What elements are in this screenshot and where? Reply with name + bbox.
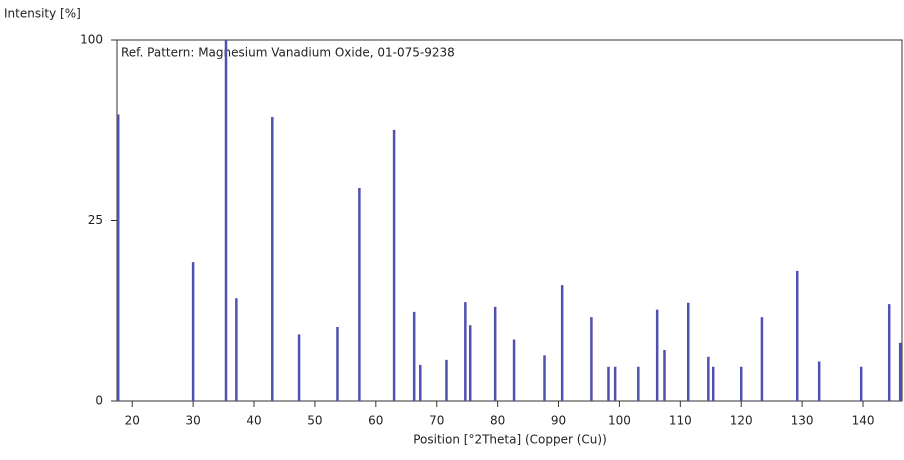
y-tick-label: 100 (80, 33, 103, 47)
x-tick-label: 30 (185, 414, 200, 428)
y-axis-label: Intensity [%] (4, 7, 81, 21)
x-tick-label: 80 (490, 414, 505, 428)
x-tick-label: 60 (368, 414, 383, 428)
chart-title: Ref. Pattern: Magnesium Vanadium Oxide, … (121, 46, 455, 60)
plot-frame (116, 39, 903, 402)
x-tick-label: 40 (246, 414, 261, 428)
x-tick-label: 120 (730, 414, 753, 428)
x-tick-label: 100 (608, 414, 631, 428)
x-axis-label: Position [°2Theta] (Copper (Cu)) (413, 433, 607, 447)
x-tick-label: 130 (791, 414, 814, 428)
x-tick-label: 90 (551, 414, 566, 428)
y-tick-label: 25 (88, 213, 103, 227)
y-tick-label: 0 (95, 394, 103, 408)
x-tick-label: 20 (125, 414, 140, 428)
x-tick-label: 140 (852, 414, 875, 428)
x-tick-label: 50 (307, 414, 322, 428)
x-tick-label: 70 (429, 414, 444, 428)
x-tick-label: 110 (669, 414, 692, 428)
